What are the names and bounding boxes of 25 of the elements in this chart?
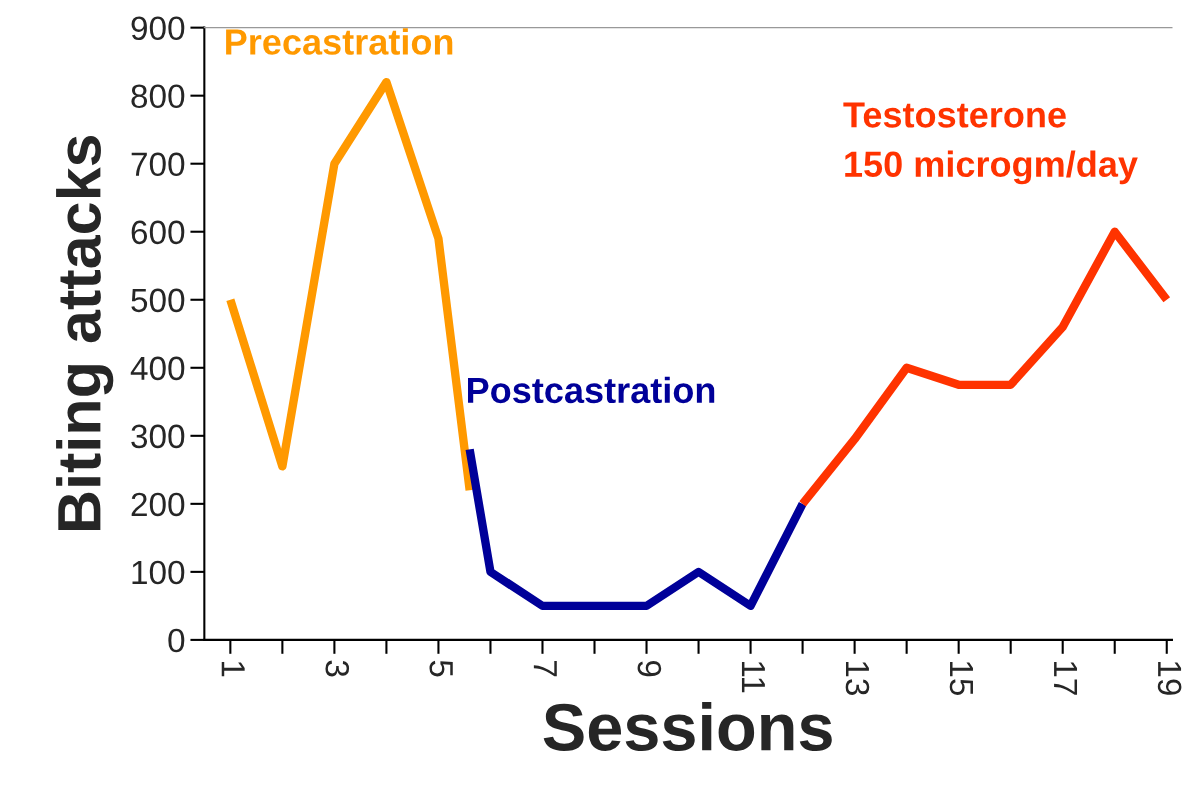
- x-tick-label: 9: [637, 660, 662, 677]
- series-label: Postcastration: [468, 376, 715, 404]
- x-tick-label: 3: [325, 660, 350, 677]
- x-tick-label: 11: [741, 661, 765, 693]
- series-label: Testosterone 150 microgm/day: [843, 102, 1138, 185]
- y-tick-label: 800: [131, 84, 185, 109]
- y-tick-label: 200: [131, 492, 185, 517]
- series-label: Precastration: [226, 28, 453, 55]
- y-tick-label: 600: [131, 220, 185, 245]
- y-tick-label: 400: [130, 356, 185, 381]
- x-tick-label: 17: [1054, 661, 1078, 695]
- y-tick-label: 300: [131, 424, 185, 449]
- x-tick-label: 19: [1157, 661, 1182, 695]
- y-tick-label: 900: [131, 16, 185, 41]
- y-tick-label: 100: [132, 560, 185, 585]
- x-tick-label: 1: [221, 661, 245, 677]
- y-axis-title: Biting attacks: [56, 135, 114, 531]
- y-tick-label: 700: [131, 152, 185, 177]
- x-tick-label: 15: [949, 661, 973, 696]
- x-tick-label: 5: [429, 660, 453, 677]
- y-tick-label: 0: [168, 628, 185, 653]
- y-tick-label: 500: [131, 288, 185, 313]
- x-tick-label: 13: [845, 661, 870, 695]
- x-tick-label: 7: [533, 661, 557, 677]
- x-axis-title: Sessions: [543, 701, 832, 751]
